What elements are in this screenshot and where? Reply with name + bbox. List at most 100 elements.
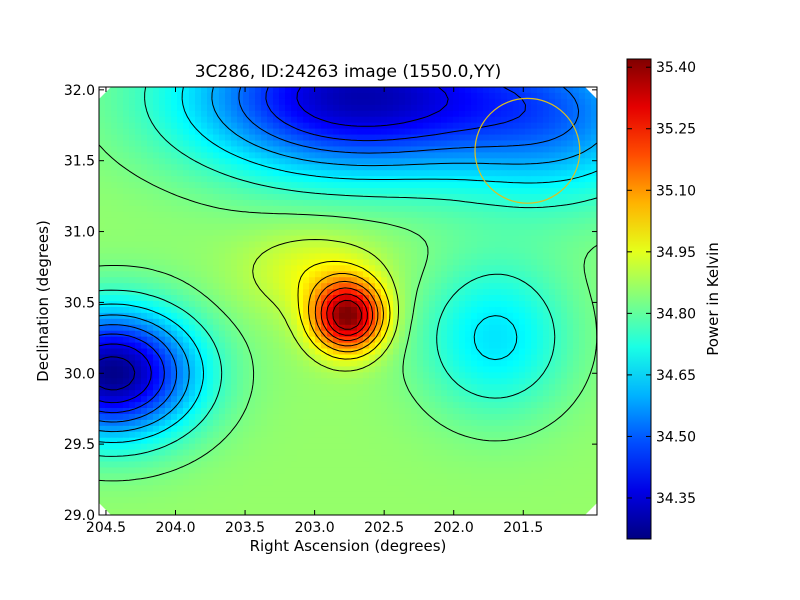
heatmap-cell xyxy=(441,390,448,397)
heatmap-cell xyxy=(351,110,358,118)
heatmap-cell xyxy=(393,342,400,350)
heatmap-cell xyxy=(453,170,460,177)
heatmap-cell xyxy=(123,431,130,439)
heatmap-cell xyxy=(273,199,280,207)
heatmap-cell xyxy=(255,176,262,183)
heatmap-cell xyxy=(591,134,597,142)
heatmap-cell xyxy=(315,182,322,189)
heatmap-cell xyxy=(423,134,430,142)
heatmap-cell xyxy=(357,402,364,409)
heatmap-cell xyxy=(417,384,424,391)
heatmap-cell xyxy=(375,289,382,296)
heatmap-cell xyxy=(459,164,466,171)
heatmap-cell xyxy=(189,402,196,409)
heatmap-cell xyxy=(177,199,184,207)
heatmap-cell xyxy=(405,199,412,207)
heatmap-cell xyxy=(123,205,130,213)
heatmap-cell xyxy=(129,336,136,344)
heatmap-cell xyxy=(465,312,472,320)
heatmap-cell xyxy=(135,259,142,266)
heatmap-cell xyxy=(405,312,412,320)
heatmap-cell xyxy=(177,205,184,213)
heatmap-cell xyxy=(411,122,418,130)
heatmap-cell xyxy=(537,140,544,148)
heatmap-cell xyxy=(501,146,508,153)
heatmap-cell xyxy=(573,372,580,379)
heatmap-cell xyxy=(177,92,184,100)
heatmap-cell xyxy=(501,92,508,100)
heatmap-cell xyxy=(423,431,430,439)
heatmap-cell xyxy=(453,431,460,439)
heatmap-cell xyxy=(453,247,460,255)
heatmap-cell xyxy=(129,194,136,201)
heatmap-cell xyxy=(285,223,292,231)
heatmap-cell xyxy=(435,253,442,260)
heatmap-cell xyxy=(243,176,250,183)
heatmap-cell xyxy=(537,330,544,338)
heatmap-cell xyxy=(477,164,484,171)
heatmap-cell xyxy=(465,384,472,391)
heatmap-cell xyxy=(129,277,136,284)
heatmap-cell xyxy=(345,366,352,373)
heatmap-cell xyxy=(459,295,466,302)
heatmap-cell xyxy=(147,134,154,142)
heatmap-cell xyxy=(393,384,400,391)
heatmap-cell xyxy=(309,217,316,225)
heatmap-cell xyxy=(441,134,448,142)
heatmap-cell xyxy=(111,312,118,320)
heatmap-cell xyxy=(225,158,232,165)
heatmap-cell xyxy=(363,104,370,112)
heatmap-cell xyxy=(513,128,520,136)
heatmap-cell xyxy=(471,295,478,302)
heatmap-cell xyxy=(393,134,400,142)
heatmap-cell xyxy=(291,176,298,183)
heatmap-cell xyxy=(591,253,597,260)
heatmap-cell xyxy=(519,348,526,356)
heatmap-cell xyxy=(399,354,406,362)
heatmap-cell xyxy=(537,437,544,445)
heatmap-cell xyxy=(321,390,328,397)
heatmap-cell xyxy=(435,205,442,213)
heatmap-cell xyxy=(417,188,424,195)
heatmap-cell xyxy=(327,425,334,433)
heatmap-cell xyxy=(555,146,562,153)
heatmap-cell xyxy=(147,419,154,427)
heatmap-cell xyxy=(369,164,376,171)
heatmap-cell xyxy=(519,265,526,272)
heatmap-cell xyxy=(363,205,370,213)
heatmap-cell xyxy=(441,336,448,344)
heatmap-cell xyxy=(351,301,358,308)
heatmap-cell xyxy=(165,408,172,415)
heatmap-cell xyxy=(111,425,118,433)
heatmap-cell xyxy=(309,194,316,201)
heatmap-cell xyxy=(165,402,172,409)
heatmap-cell xyxy=(405,87,412,94)
heatmap-cell xyxy=(345,205,352,213)
heatmap-cell xyxy=(339,128,346,136)
heatmap-cell xyxy=(471,354,478,362)
heatmap-cell xyxy=(567,146,574,153)
heatmap-cell xyxy=(105,372,112,379)
heatmap-cell xyxy=(213,199,220,207)
heatmap-cell xyxy=(165,259,172,266)
heatmap-cell xyxy=(513,306,520,314)
heatmap-cell xyxy=(543,306,550,314)
heatmap-cell xyxy=(453,104,460,112)
heatmap-cell xyxy=(513,116,520,124)
heatmap-cell xyxy=(315,301,322,308)
heatmap-cell xyxy=(429,92,436,100)
heatmap-cell xyxy=(123,425,130,433)
heatmap-cell xyxy=(315,372,322,379)
heatmap-cell xyxy=(555,188,562,195)
heatmap-cell xyxy=(297,205,304,213)
heatmap-cell xyxy=(165,247,172,255)
heatmap-cell xyxy=(585,354,592,362)
heatmap-cell xyxy=(351,277,358,284)
heatmap-cell xyxy=(525,396,532,403)
heatmap-cell xyxy=(243,336,250,344)
heatmap-cell xyxy=(165,354,172,362)
heatmap-cell xyxy=(507,336,514,344)
heatmap-cell xyxy=(501,164,508,171)
heatmap-cell xyxy=(315,176,322,183)
heatmap-cell xyxy=(345,110,352,118)
